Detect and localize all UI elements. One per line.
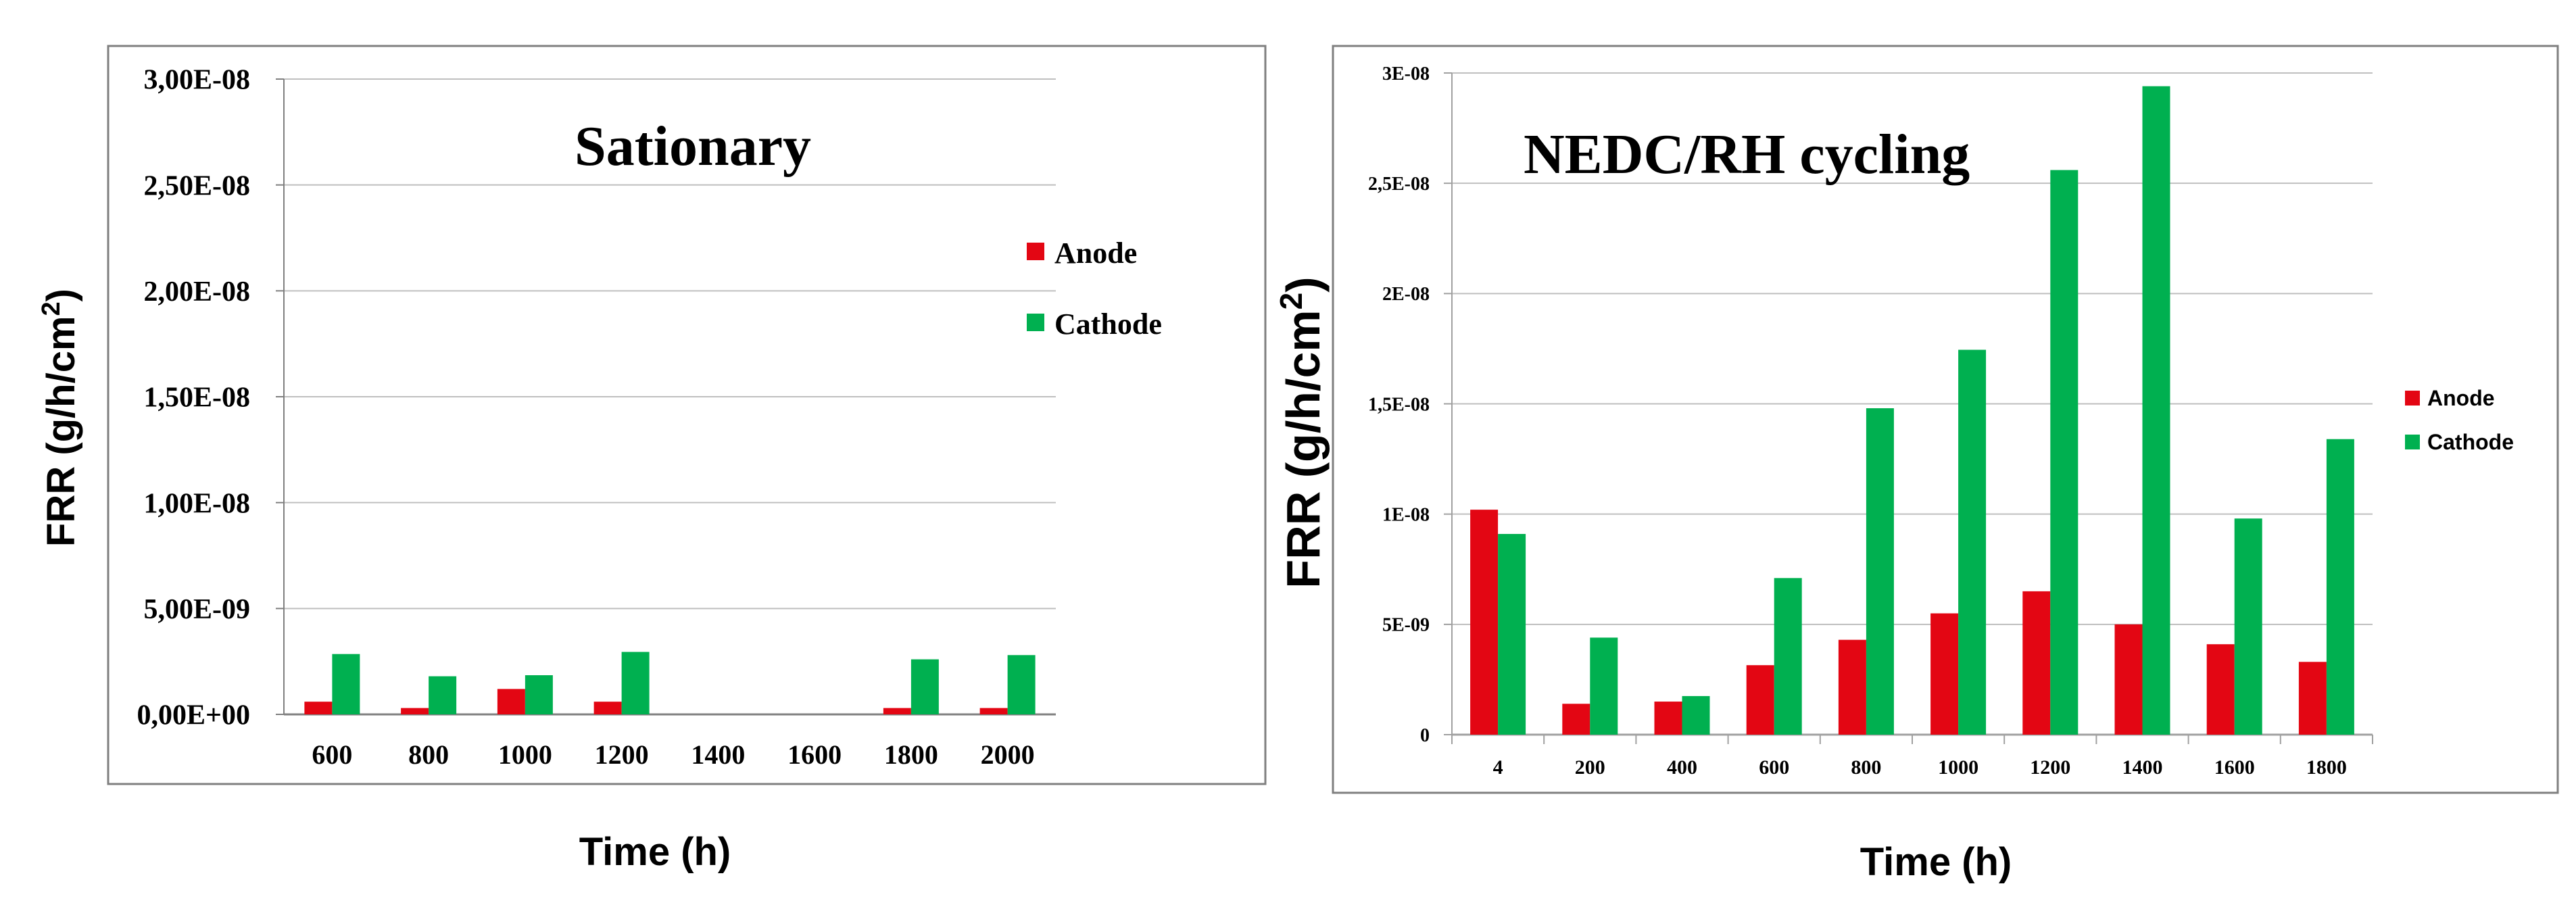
chart-1-legend-cathode-swatch (1027, 314, 1044, 331)
x-tick-label: 1000 (1938, 756, 1978, 779)
chart-2-legend: Anode Cathode (2405, 386, 2514, 454)
bar-cathode-800 (429, 676, 457, 714)
y-tick-label: 0 (1420, 725, 1430, 746)
chart-2-bars (1470, 86, 2354, 735)
bar-cathode-200 (1590, 637, 1618, 735)
x-tick-label: 1400 (2122, 756, 2163, 779)
bar-anode-1200 (593, 702, 622, 714)
y-tick-label: 1,50E-08 (144, 383, 251, 414)
y-tick-label: 2E-08 (1382, 284, 1430, 305)
bar-cathode-1800 (910, 659, 939, 714)
x-tick-label: 800 (408, 739, 449, 770)
y-tick-label: 2,00E-08 (144, 276, 251, 308)
x-tick-label: 600 (1759, 756, 1789, 779)
chart-2-y-ticks: 0 5E-09 1E-08 1,5E-08 2E-08 2,5E-08 3E-08 (1368, 64, 1452, 746)
chart-2-legend-cathode-swatch (2405, 435, 2420, 449)
y-tick-label: 1,5E-08 (1368, 394, 1430, 415)
bar-cathode-4 (1498, 534, 1526, 735)
chart-2-legend-anode-label: Anode (2427, 386, 2495, 410)
x-tick-label: 1200 (595, 739, 649, 770)
bar-cathode-1600 (2234, 518, 2262, 735)
chart-1-legend-cathode-label: Cathode (1054, 308, 1162, 341)
bar-anode-800 (1838, 639, 1866, 735)
x-tick-label: 2000 (981, 739, 1035, 770)
chart-1-bars (304, 652, 1036, 714)
chart-1-x-tick-labels: 600 800 1000 1200 1400 1600 1800 2000 (312, 739, 1034, 770)
y-tick-label: 2,5E-08 (1368, 174, 1430, 195)
chart-2-title: NEDC/RH cycling (1524, 123, 1970, 186)
x-tick-label: 200 (1575, 756, 1605, 779)
bar-cathode-600 (332, 654, 360, 714)
x-tick-label: 1200 (2030, 756, 2070, 779)
chart-2-y-axis-label: FRR (g/h/cm2) (1273, 276, 1330, 588)
bar-cathode-1000 (1958, 349, 1987, 735)
x-tick-label: 800 (1851, 756, 1881, 779)
bar-cathode-800 (1866, 408, 1894, 735)
x-tick-label: 1000 (498, 739, 552, 770)
bar-cathode-400 (1682, 695, 1710, 735)
bar-anode-1800 (2298, 662, 2327, 735)
y-tick-label: 3E-08 (1382, 64, 1430, 84)
bar-anode-1000 (1930, 613, 1959, 735)
bar-cathode-1200 (621, 652, 650, 714)
x-tick-label: 4 (1493, 756, 1503, 779)
y-tick-label: 0,00E+00 (137, 700, 250, 731)
chart-1-frame (107, 45, 1267, 785)
chart-2-gridlines (1452, 72, 2373, 625)
x-tick-label: 1600 (787, 739, 842, 770)
bar-anode-600 (1746, 665, 1774, 735)
bar-cathode-1400 (2142, 86, 2170, 735)
bar-cathode-1800 (2326, 439, 2354, 735)
chart-2-x-axis-label: Time (h) (1860, 840, 2012, 884)
y-tick-label: 1E-08 (1382, 504, 1430, 525)
chart-1-legend: Anode Cathode (1027, 237, 1162, 341)
bar-anode-4 (1470, 510, 1499, 735)
chart-2-legend-cathode-label: Cathode (2427, 430, 2514, 454)
chart-2-legend-anode-swatch (2405, 391, 2420, 406)
y-tick-label: 5,00E-09 (144, 594, 251, 625)
chart-1-x-axis-label: Time (h) (579, 830, 731, 874)
y-tick-label: 2,50E-08 (144, 170, 251, 201)
x-tick-label: 600 (312, 739, 352, 770)
bar-anode-1400 (2114, 624, 2143, 735)
bar-anode-400 (1654, 702, 1682, 735)
bar-anode-800 (401, 708, 429, 714)
bar-anode-1000 (497, 689, 525, 714)
y-tick-label: 5E-09 (1382, 615, 1430, 636)
bar-anode-1800 (883, 708, 911, 714)
x-tick-label: 1800 (2306, 756, 2347, 779)
chart-1-y-axis-label: FRR (g/h/cm2) (37, 289, 83, 547)
chart-2-x-tick-labels: 4 200 400 600 800 1000 1200 1400 1600 1800 (1493, 756, 2347, 779)
y-tick-label: 1,00E-08 (144, 488, 251, 519)
chart-2-frame (1332, 45, 2559, 794)
y-tick-label: 3,00E-08 (144, 65, 251, 96)
chart-1-legend-anode-swatch (1027, 243, 1044, 260)
chart-1-legend-anode-label: Anode (1054, 237, 1137, 270)
bar-cathode-1000 (525, 675, 553, 714)
x-tick-label: 1600 (2214, 756, 2255, 779)
x-tick-label: 1400 (691, 739, 745, 770)
x-tick-label: 1800 (884, 739, 938, 770)
bar-anode-600 (304, 702, 333, 714)
bar-cathode-600 (1774, 578, 1802, 735)
bar-anode-2000 (979, 708, 1008, 714)
chart-1-title: Sationary (575, 115, 811, 178)
chart-1-y-ticks: 0,00E+00 5,00E-09 1,00E-08 1,50E-08 2,00E-08… (137, 65, 284, 731)
bar-cathode-2000 (1007, 655, 1036, 714)
x-tick-label: 400 (1667, 756, 1697, 779)
bar-anode-1200 (2022, 591, 2051, 735)
bar-cathode-1200 (2050, 170, 2079, 735)
bar-anode-200 (1562, 704, 1590, 735)
bar-anode-1600 (2206, 644, 2235, 735)
chart-1-gridlines (284, 78, 1056, 610)
